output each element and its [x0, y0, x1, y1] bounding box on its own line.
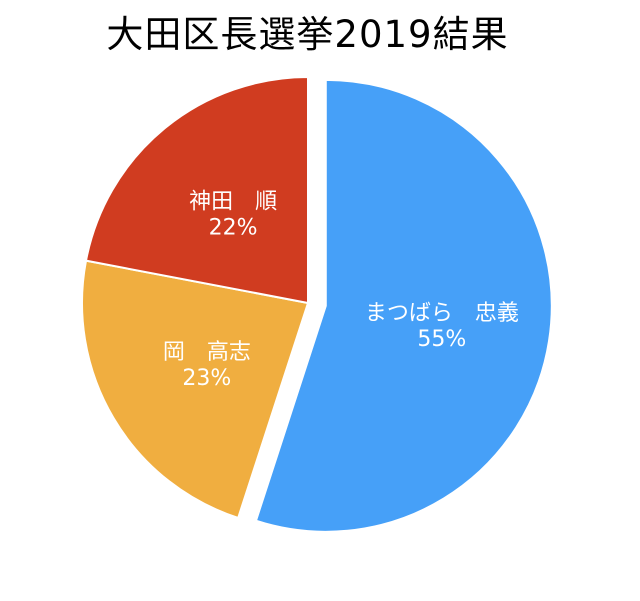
- chart-title: 大田区長選挙2019結果: [106, 13, 509, 56]
- slice-label-3: 神田 順: [189, 189, 277, 214]
- pie-slice-2: [81, 259, 310, 520]
- slice-label-2: 岡 高志: [163, 340, 251, 365]
- pie-slice-1: [254, 78, 553, 533]
- pie-slice-3: [84, 75, 309, 305]
- slice-label-1: まつばら 忠義: [365, 301, 519, 326]
- slice-percent-2: 23%: [182, 366, 231, 391]
- slice-percent-3: 22%: [209, 215, 258, 240]
- slice-percent-1: 55%: [417, 327, 466, 352]
